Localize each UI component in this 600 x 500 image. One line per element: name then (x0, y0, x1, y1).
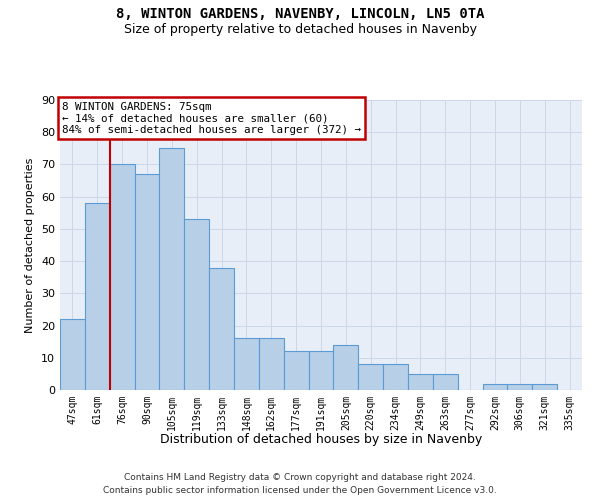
Text: Distribution of detached houses by size in Navenby: Distribution of detached houses by size … (160, 432, 482, 446)
Bar (508, 384, 532, 390)
Bar (134, 174, 160, 390)
Bar (308, 352, 334, 390)
Bar (284, 352, 308, 390)
Bar (334, 345, 358, 390)
Bar (110, 164, 134, 390)
Text: 8, WINTON GARDENS, NAVENBY, LINCOLN, LN5 0TA: 8, WINTON GARDENS, NAVENBY, LINCOLN, LN5… (116, 8, 484, 22)
Text: Contains public sector information licensed under the Open Government Licence v3: Contains public sector information licen… (103, 486, 497, 495)
Bar (482, 384, 508, 390)
Bar (408, 374, 433, 390)
Bar (60, 319, 85, 390)
Bar (85, 203, 110, 390)
Bar (433, 374, 458, 390)
Y-axis label: Number of detached properties: Number of detached properties (25, 158, 35, 332)
Text: 8 WINTON GARDENS: 75sqm
← 14% of detached houses are smaller (60)
84% of semi-de: 8 WINTON GARDENS: 75sqm ← 14% of detache… (62, 102, 361, 135)
Bar (234, 338, 259, 390)
Text: Size of property relative to detached houses in Navenby: Size of property relative to detached ho… (124, 22, 476, 36)
Bar (259, 338, 284, 390)
Text: Contains HM Land Registry data © Crown copyright and database right 2024.: Contains HM Land Registry data © Crown c… (124, 472, 476, 482)
Bar (184, 219, 209, 390)
Bar (358, 364, 383, 390)
Bar (383, 364, 408, 390)
Bar (532, 384, 557, 390)
Bar (209, 268, 234, 390)
Bar (160, 148, 184, 390)
